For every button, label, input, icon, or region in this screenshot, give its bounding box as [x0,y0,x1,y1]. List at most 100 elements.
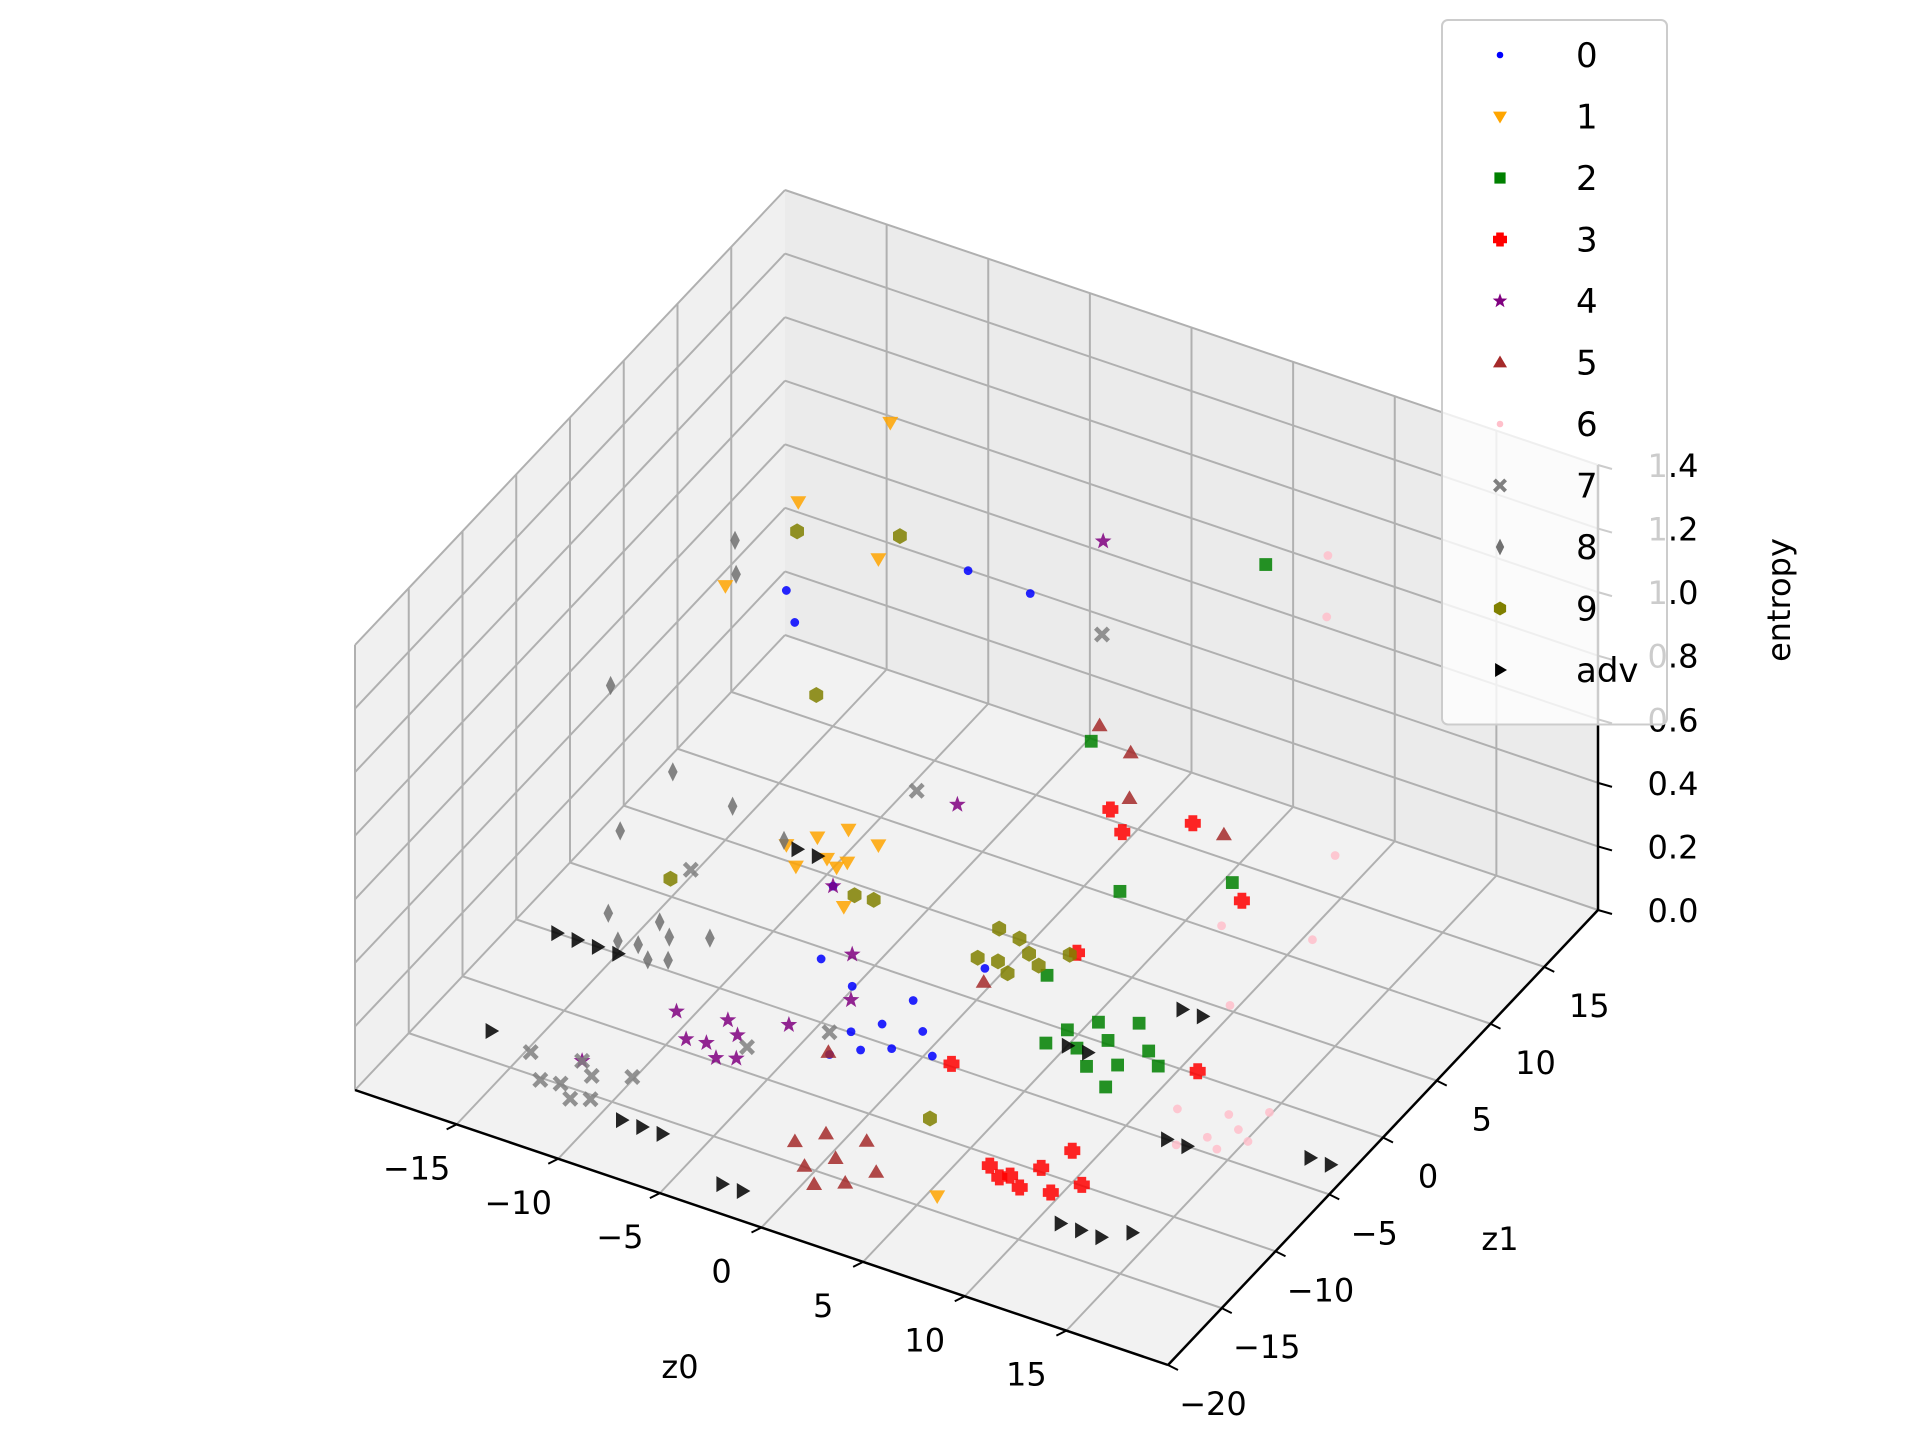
data-point-8 [603,903,614,923]
data-point-3 [981,1157,998,1174]
data-point-4 [729,1026,746,1043]
data-point-1 [929,1190,946,1204]
data-point-adv [551,925,565,942]
y-tick-label: −15 [1233,1328,1301,1366]
data-point-4 [677,1030,695,1047]
data-point-1 [790,496,807,510]
data-point-2 [1060,1023,1074,1037]
data-point-0 [927,1051,937,1061]
x-tick-label: 5 [813,1287,833,1325]
data-point-0 [887,1044,897,1054]
legend-label-4: 4 [1576,282,1598,322]
y-tick [1221,1307,1233,1315]
legend-label-1: 1 [1576,98,1598,138]
data-point-7 [739,1039,755,1056]
legend-label-6: 6 [1576,405,1598,445]
data-point-3 [1184,815,1201,832]
z-tick [1597,845,1613,852]
data-point-7 [624,1069,641,1085]
y-tick-label: 0 [1418,1158,1438,1196]
data-point-9 [970,949,985,966]
z-axis-label: entropy [1760,538,1798,662]
data-point-8 [633,935,643,955]
data-point-adv [1176,1001,1191,1018]
data-point-2 [1080,1059,1093,1073]
z-tick-label: 0.0 [1648,892,1699,930]
data-point-2 [1113,884,1127,898]
y-tick-label: 5 [1472,1101,1492,1139]
data-point-8 [731,564,741,584]
data-point-8 [779,830,789,850]
y-tick [1382,1136,1394,1144]
y-tick-label: −5 [1351,1214,1398,1252]
data-point-adv [1054,1215,1069,1232]
data-point-adv [1082,1044,1096,1061]
data-point-0 [781,586,791,595]
data-point-adv [1061,1037,1076,1054]
legend-marker-7 [1493,478,1507,493]
data-point-0 [908,996,918,1005]
data-point-4 [719,1011,737,1028]
x-tick [446,1123,458,1131]
data-point-9 [923,1110,937,1127]
data-point-3 [1114,824,1131,841]
data-point-4 [949,795,966,812]
y-tick-label: 10 [1515,1044,1556,1082]
x-tick-label: 15 [1006,1356,1047,1394]
grid-back-z [784,506,1599,784]
z-tick [1597,781,1613,788]
data-point-1 [840,823,857,838]
y-tick [1328,1193,1340,1201]
data-point-0 [918,1027,928,1036]
data-point-6 [1308,935,1317,945]
data-point-3 [991,1169,1008,1186]
data-point-7 [522,1044,539,1061]
data-point-adv [591,938,606,955]
legend-label-7: 7 [1576,467,1598,507]
data-point-0 [980,964,990,973]
data-point-6 [1217,921,1226,931]
data-point-6 [1243,1137,1253,1146]
data-point-9 [991,953,1005,970]
data-point-5 [837,1175,854,1189]
data-point-adv [716,1176,730,1193]
y-tick-label: −10 [1287,1271,1355,1309]
legend-box [1441,19,1668,726]
data-point-adv [571,932,586,948]
data-point-2 [1084,734,1098,748]
legend-marker-4 [1492,293,1508,308]
data-point-0 [877,1019,887,1029]
data-point-9 [893,528,907,545]
data-point-8 [668,762,678,782]
grid-back-z [784,634,1599,911]
data-point-adv [636,1119,650,1135]
data-point-adv [1075,1222,1089,1239]
data-point-6 [1224,1110,1234,1119]
x-tick-label: −10 [484,1184,552,1222]
grid-floor-y [677,747,1491,1025]
data-point-5 [820,1044,837,1058]
data-point-4 [843,945,861,962]
data-point-5 [858,1133,875,1147]
grid-side-z [354,252,786,710]
data-point-3 [1073,1176,1090,1193]
data-point-5 [796,1158,813,1172]
data-point-4 [668,1002,685,1019]
data-point-9 [847,887,862,904]
data-point-6 [1173,1104,1182,1114]
data-point-3 [1189,1063,1206,1080]
x-tick [751,1226,762,1234]
x-tick [852,1260,864,1268]
data-point-8 [664,927,675,947]
data-point-0 [856,1045,865,1055]
data-point-5 [1215,826,1232,841]
grid-side-z [354,189,786,646]
legend-marker-3 [1493,232,1507,247]
data-point-1 [839,856,856,871]
x-tick [649,1192,661,1200]
legend-label-5: 5 [1576,344,1598,384]
data-point-2 [1099,1080,1113,1094]
grid-side-z [354,443,786,900]
data-point-9 [790,523,804,540]
data-point-adv [1304,1149,1319,1166]
